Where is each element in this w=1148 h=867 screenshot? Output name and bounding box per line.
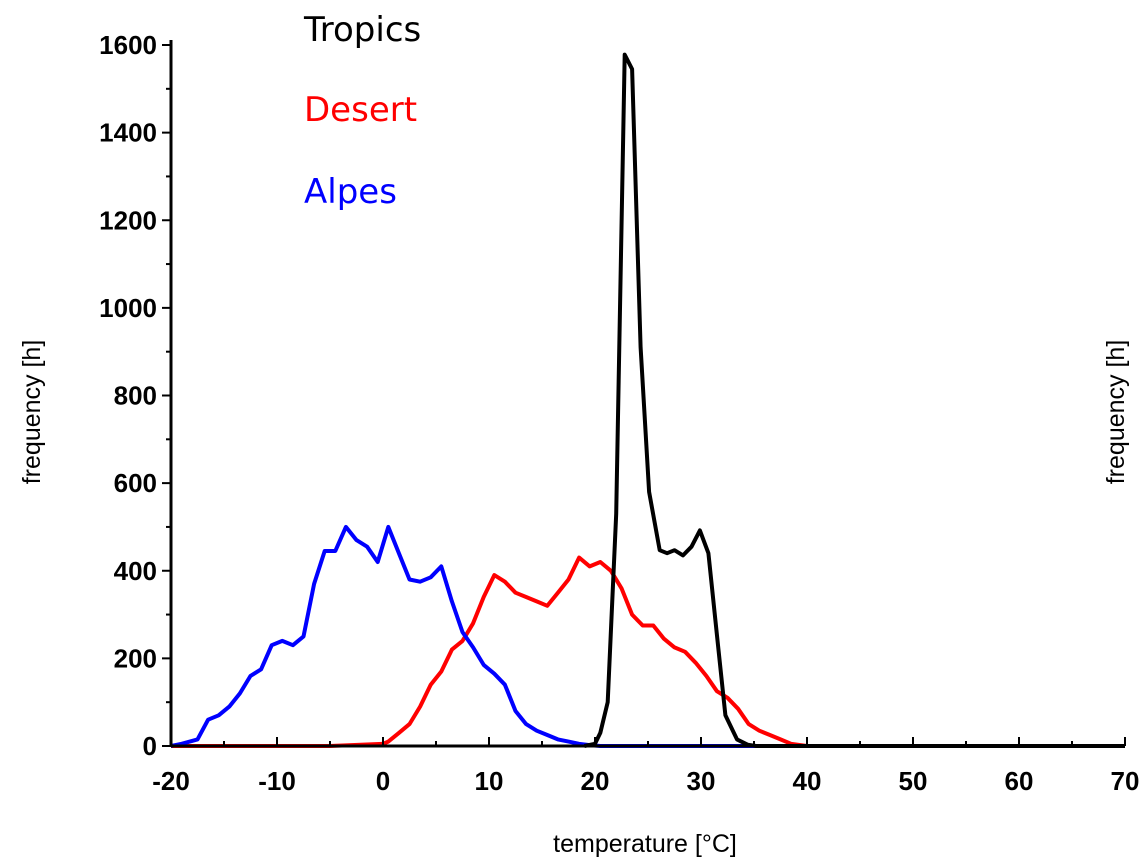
x-axis-title: temperature [°C] xyxy=(553,830,737,858)
legend: Tropics Desert Alpes xyxy=(303,10,421,212)
series-layer xyxy=(170,52,1125,748)
legend-entry-tropics: Tropics xyxy=(303,10,421,50)
axes-layer xyxy=(169,40,1125,748)
y-tick-label: 1200 xyxy=(99,205,157,235)
x-tick-label: -20 xyxy=(152,766,190,796)
legend-entry-desert: Desert xyxy=(304,90,417,130)
y-tick-label: 400 xyxy=(114,556,157,586)
x-tick-label: -10 xyxy=(258,766,296,796)
series-line-alpes xyxy=(170,524,1125,748)
y-axis-title: frequency [h] xyxy=(18,340,46,485)
series-line-desert xyxy=(171,555,1125,748)
x-tick-label: 70 xyxy=(1111,766,1140,796)
y-tick-label: 800 xyxy=(114,381,157,411)
y-tick-label: 1000 xyxy=(99,293,157,323)
y-tick-label: 1400 xyxy=(99,118,157,148)
x-tick-label: 50 xyxy=(899,766,928,796)
x-tick-label: 20 xyxy=(581,766,610,796)
y-tick-label: 0 xyxy=(143,731,157,761)
y-tick-label: 1600 xyxy=(99,30,157,60)
x-tick-label: 30 xyxy=(687,766,716,796)
x-tick-label: 40 xyxy=(793,766,822,796)
x-tick-label: 60 xyxy=(1005,766,1034,796)
y-tick-label: 200 xyxy=(114,643,157,673)
ticks-layer: -20 -10 0 10 20 30 40 50 60 70 0 200 400 600 800 1000 12… xyxy=(99,30,1139,796)
y-axis-title-right: frequency [h] xyxy=(1102,340,1130,485)
legend-entry-alpes: Alpes xyxy=(304,172,397,212)
x-tick-label: 0 xyxy=(376,766,390,796)
x-tick-label: 10 xyxy=(475,766,504,796)
y-tick-label: 600 xyxy=(114,468,157,498)
